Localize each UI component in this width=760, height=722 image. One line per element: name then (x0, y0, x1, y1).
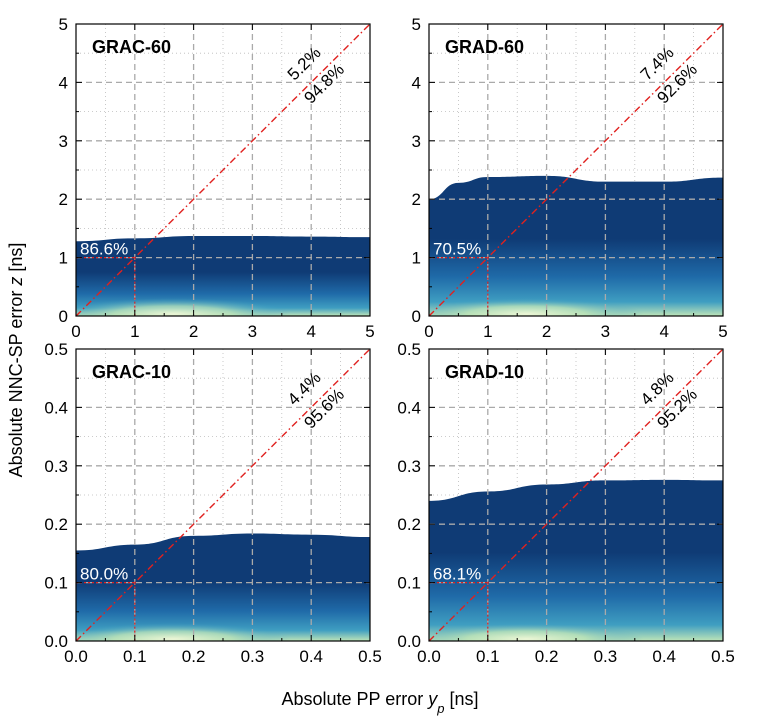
x-tick-label: 2 (542, 322, 551, 341)
y-tick-label: 0.5 (44, 340, 68, 359)
panel-grad-10: 0.0 0.1 0.2 0.3 0.4 0.5 0.0 0.1 0.2 0.3 0.4 0.5 GRAD… (397, 340, 734, 666)
x-tick-label: 0.2 (535, 647, 559, 666)
within-threshold-label: 70.5% (433, 240, 481, 259)
panel-title: GRAC-60 (92, 37, 171, 57)
density-band (76, 235, 370, 316)
y-tick-label: 0 (59, 307, 68, 326)
within-threshold-label: 80.0% (80, 565, 128, 584)
y-tick-label: 0.1 (397, 574, 421, 593)
x-tick-label: 0.4 (652, 647, 676, 666)
y-tick-label: 1 (412, 249, 421, 268)
y-tick-label: 0.5 (397, 340, 421, 359)
diagonal-line (428, 23, 724, 317)
y-tick-label: 2 (59, 190, 68, 209)
y-tick-label: 0.3 (397, 457, 421, 476)
y-tick-label: 3 (412, 132, 421, 151)
y-tick-label: 0.2 (397, 515, 421, 534)
y-tick-label: 4 (412, 73, 421, 92)
diagonal-line (428, 348, 724, 642)
y-tick-label: 0.3 (44, 457, 68, 476)
density-band (429, 175, 723, 316)
x-tick-label: 0.4 (299, 647, 323, 666)
y-tick-label: 0.1 (44, 574, 68, 593)
y-tick-label: 5 (59, 15, 68, 34)
diagonal-line (75, 23, 371, 317)
density-peak (76, 298, 291, 316)
y-tick-label: 0.2 (44, 515, 68, 534)
x-axis-label: Absolute PP error yp [ns] (282, 689, 479, 716)
y-tick-label: 4 (59, 73, 68, 92)
density-band (429, 479, 723, 641)
y-tick-label: 0.4 (44, 398, 68, 417)
panel-grac-10: 0.0 0.1 0.2 0.3 0.4 0.5 0.0 0.1 0.2 0.3 0.4 0.5 GRAC… (44, 340, 381, 666)
x-tick-label: 0.1 (476, 647, 500, 666)
x-tick-label: 5 (718, 322, 727, 341)
within-threshold-label: 86.6% (80, 240, 128, 259)
x-tick-label: 0.2 (182, 647, 206, 666)
x-tick-label: 0 (424, 322, 433, 341)
x-tick-label: 4 (306, 322, 315, 341)
panel-title: GRAD-60 (445, 37, 524, 57)
x-tick-label: 0.0 (417, 647, 441, 666)
density-peak (429, 623, 644, 641)
y-tick-label: 5 (412, 15, 421, 34)
panel-title: GRAD-10 (445, 362, 524, 382)
y-tick-label: 1 (59, 249, 68, 268)
x-tick-label: 1 (483, 322, 492, 341)
y-tick-label: 0 (412, 307, 421, 326)
diagonal-line (75, 348, 371, 642)
x-tick-label: 0.0 (64, 647, 88, 666)
x-tick-label: 3 (601, 322, 610, 341)
x-tick-label: 0.5 (358, 647, 382, 666)
x-tick-label: 5 (365, 322, 374, 341)
x-tick-label: 0.1 (123, 647, 147, 666)
density-peak (429, 298, 644, 316)
y-tick-label: 0.0 (397, 632, 421, 651)
x-tick-label: 0.3 (594, 647, 618, 666)
y-axis-label: Absolute NNC-SP error z [ns] (6, 243, 26, 478)
y-tick-label: 0.0 (44, 632, 68, 651)
y-tick-label: 0.4 (397, 398, 421, 417)
x-tick-label: 3 (248, 322, 257, 341)
x-tick-label: 4 (659, 322, 668, 341)
within-threshold-label: 68.1% (433, 565, 481, 584)
x-tick-label: 2 (189, 322, 198, 341)
y-tick-label: 2 (412, 190, 421, 209)
density-band (76, 533, 370, 641)
x-tick-label: 0.3 (241, 647, 265, 666)
panel-title: GRAC-10 (92, 362, 171, 382)
y-tick-label: 3 (59, 132, 68, 151)
x-tick-label: 1 (130, 322, 139, 341)
x-tick-label: 0.5 (711, 647, 735, 666)
density-peak (76, 623, 291, 641)
x-tick-label: 0 (71, 322, 80, 341)
